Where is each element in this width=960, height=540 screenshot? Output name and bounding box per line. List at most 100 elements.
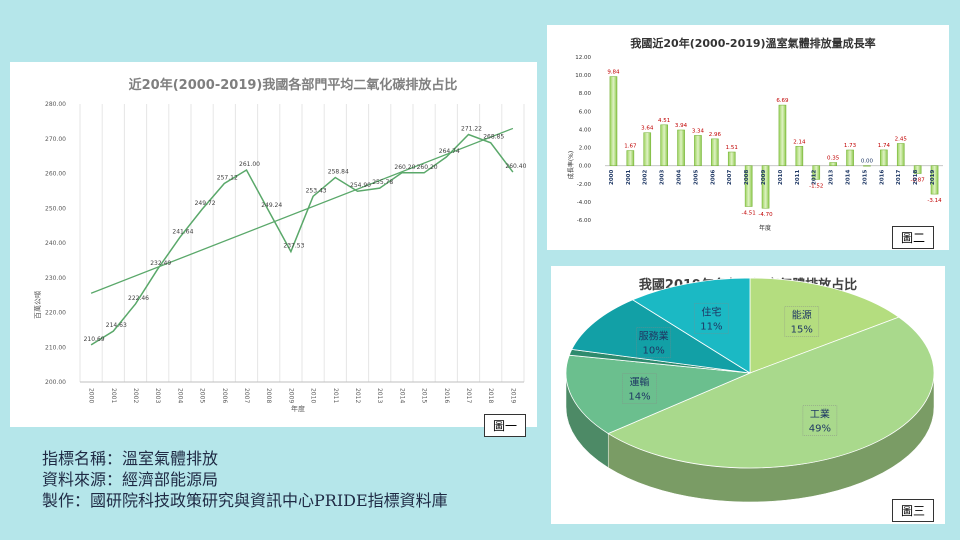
chart2-bar — [930, 165, 939, 195]
chart1-xtick: 2015 — [421, 388, 428, 403]
chart2-xtick: 2018 — [913, 169, 919, 184]
chart1-data-label: 222.46 — [128, 295, 149, 302]
chart2-bar — [711, 138, 719, 166]
chart1-xtick: 2010 — [310, 388, 317, 403]
chart1-data-label: 232.49 — [150, 260, 171, 267]
chart1-xtick: 2007 — [243, 388, 250, 403]
figure-2-label: 圖二 — [892, 226, 935, 249]
chart2-ytick: 4.00 — [579, 127, 592, 133]
chart2-xtick: 2017 — [896, 169, 902, 184]
chart1-xlabel: 年度 — [291, 404, 305, 413]
chart2-ytick: 10.00 — [575, 73, 591, 79]
chart2-bar — [896, 143, 905, 166]
chart1-ytick: 200.00 — [45, 379, 66, 386]
chart2-bar — [863, 165, 871, 167]
chart1-ytick: 240.00 — [45, 240, 66, 247]
chart2-xtick: 2015 — [862, 169, 868, 184]
chart2-data-label: 9.84 — [607, 70, 620, 76]
chart2-bar — [812, 165, 821, 180]
chart1-data-label: 241.64 — [172, 228, 193, 235]
chart2-bar — [677, 129, 685, 166]
chart2-bar — [626, 150, 635, 166]
pie-label-percent: 11% — [700, 322, 722, 333]
chart1-ytick: 250.00 — [45, 205, 66, 212]
chart2-bar — [694, 135, 702, 166]
chart2-data-label: 1.74 — [878, 143, 891, 149]
chart2-xlabel: 年度 — [759, 224, 771, 232]
chart2-bar — [778, 104, 787, 166]
co2-line-chart: 近20年(2000-2019)我國各部門平均二氧化碳排放占比 200.00 210… — [33, 77, 527, 413]
chart2-data-label: 3.94 — [675, 123, 688, 129]
chart2-data-label: 1.51 — [726, 145, 738, 151]
chart2-ylabel: 成長率(%) — [567, 151, 575, 179]
chart2-data-label: 6.69 — [776, 98, 789, 104]
chart1-ytick: 280.00 — [45, 101, 66, 108]
chart1-data-label: 214.63 — [106, 322, 127, 329]
chart1-data-label: 271.22 — [461, 126, 482, 133]
chart1-xtick: 2004 — [176, 388, 183, 403]
chart2-ytick: 6.00 — [579, 109, 592, 115]
chart2-xtick: 2006 — [710, 169, 716, 184]
chart1-data-label: 260.20 — [417, 164, 438, 171]
chart2-bar — [913, 165, 922, 174]
chart1-data-label: 210.69 — [84, 336, 105, 343]
pie-label-percent: 49% — [809, 424, 831, 435]
pie-label-name: 服務業 — [639, 329, 669, 342]
chart2-data-label: -0.87 — [911, 178, 926, 184]
chart1-xtick: 2016 — [443, 388, 450, 403]
chart2-xtick: 2005 — [693, 169, 699, 184]
chart2-bar — [829, 162, 837, 166]
chart2-data-label: 0.35 — [827, 155, 840, 161]
chart1-ytick: 210.00 — [45, 344, 66, 351]
chart2-data-label: 2.96 — [709, 132, 722, 138]
chart2-ytick: 8.00 — [579, 91, 592, 97]
chart2-xtick: 2000 — [609, 169, 615, 184]
chart2-data-label: -4.70 — [758, 212, 773, 218]
chart1-data-label: 264.74 — [439, 148, 460, 155]
chart1-data-label: 258.84 — [328, 169, 349, 176]
chart2-xtick: 2012 — [812, 169, 818, 184]
chart1-data-label: 237.53 — [283, 243, 304, 250]
pie-slice-工業 — [607, 316, 935, 469]
chart1-xtick: 2017 — [465, 388, 472, 403]
chart1-data-label: 268.85 — [483, 134, 504, 141]
chart1-data-label: 254.90 — [350, 182, 371, 189]
chart2-xtick: 2013 — [829, 169, 835, 184]
chart1-ytick: 270.00 — [45, 136, 66, 143]
chart2-data-label: -4.51 — [742, 211, 756, 217]
pie-label-name: 運輸 — [630, 376, 650, 389]
chart2-bar — [744, 165, 753, 207]
data-source: 資料來源：經濟部能源局 — [42, 470, 219, 489]
chart1-data-label: 249.24 — [261, 202, 282, 209]
chart1-xtick: 2002 — [132, 388, 139, 403]
chart1-xtick: 2012 — [354, 388, 361, 403]
chart1-ylabel: 百萬公噸 — [33, 291, 42, 319]
chart1-series-line — [90, 133, 514, 346]
pie-label: 運輸 14% — [622, 373, 657, 404]
chart2-bar — [880, 149, 888, 166]
chart1-data-label: 261.00 — [239, 161, 260, 168]
pie-label-name: 能源 — [792, 309, 812, 322]
pie-slice-能源 — [749, 277, 900, 374]
chart2-data-label: 4.51 — [658, 118, 670, 124]
chart1-xtick: 2005 — [199, 388, 206, 403]
chart1-title: 近20年(2000-2019)我國各部門平均二氧化碳排放占比 — [129, 77, 458, 93]
chart2-bar — [761, 165, 770, 209]
chart2-xtick: 2010 — [778, 169, 784, 184]
chart2-ytick: -4.00 — [577, 200, 592, 206]
chart2-data-label: 2.14 — [793, 139, 806, 145]
chart2-data-label: 0.00 — [861, 159, 874, 165]
chart1-data-label: 249.72 — [195, 200, 216, 207]
figure-1-label: 圖一 — [484, 414, 527, 437]
pie-label-name: 工業 — [810, 408, 830, 421]
chart1-ytick: 230.00 — [45, 275, 66, 282]
pie-label-box — [622, 373, 657, 404]
chart2-bar — [660, 124, 668, 166]
pie-slice-運輸 — [565, 354, 751, 435]
chart2-xtick: 2001 — [626, 169, 632, 184]
chart2-ytick: 2.00 — [579, 146, 592, 152]
chart2-data-label: -3.14 — [927, 198, 942, 204]
chart1-data-label: 253.43 — [306, 187, 327, 194]
chart2-data-label: 1.73 — [844, 143, 857, 149]
chart1-xtick: 2014 — [398, 388, 405, 403]
